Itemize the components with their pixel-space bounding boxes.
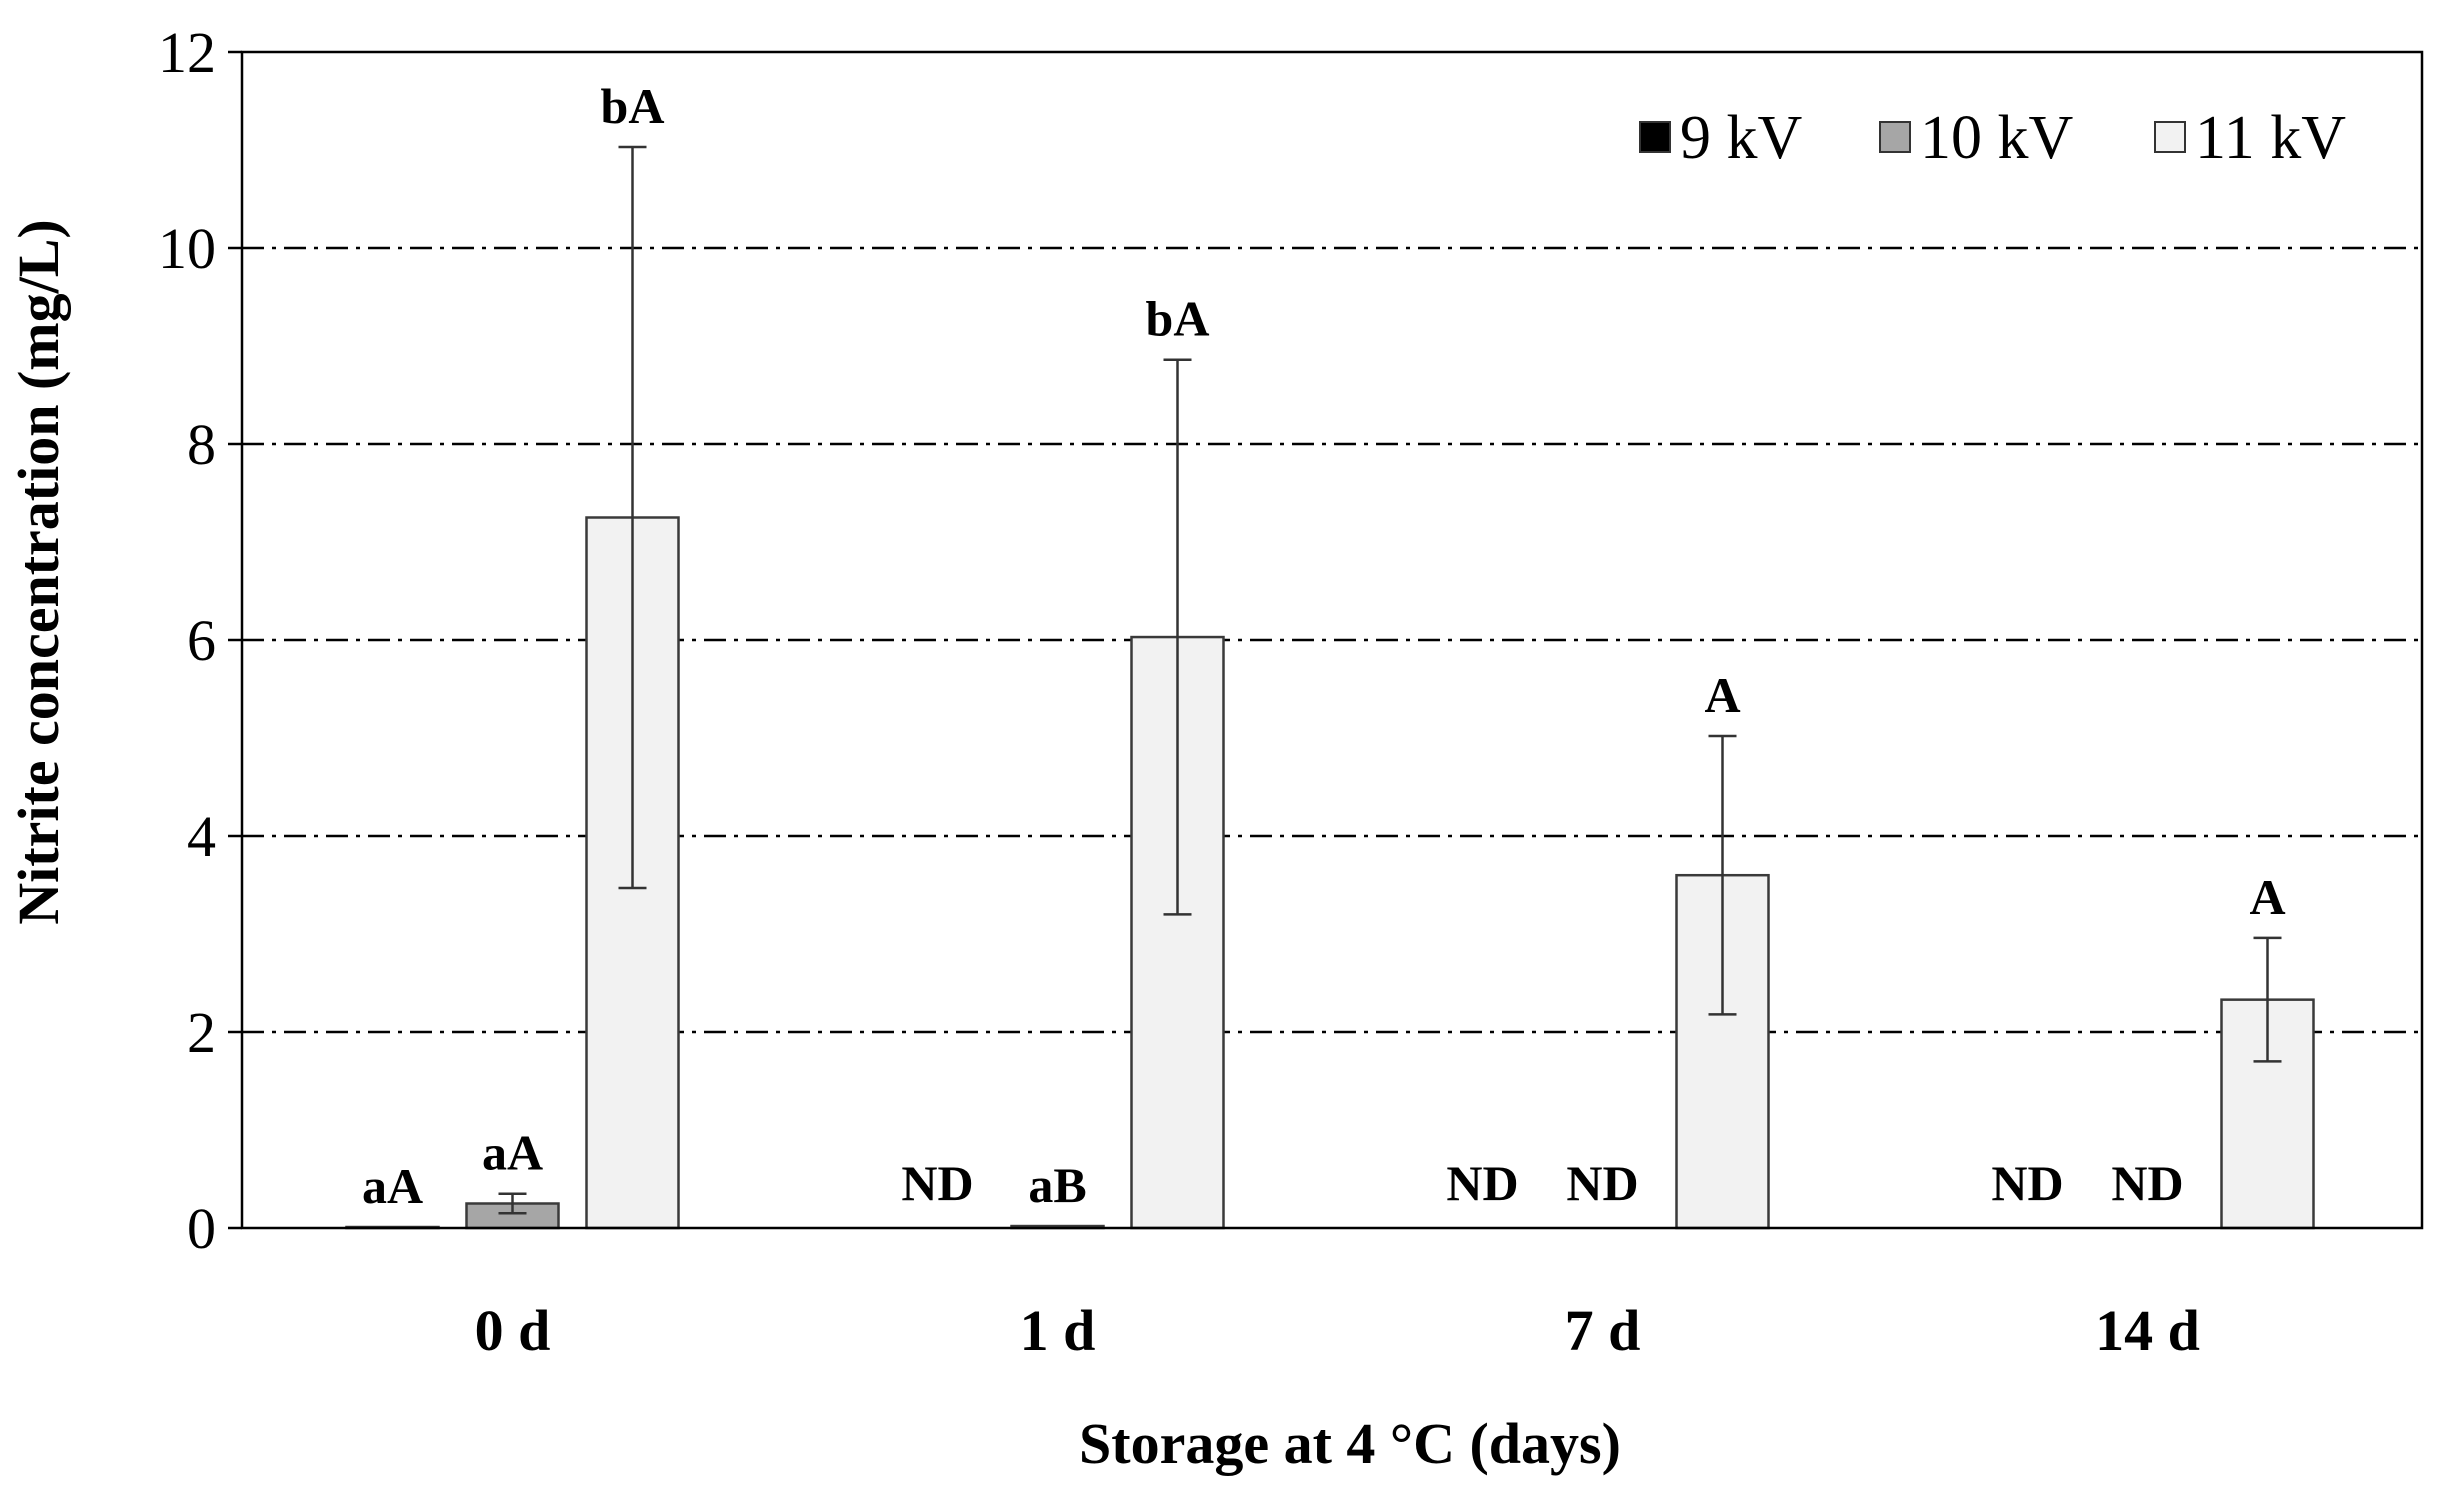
x-tick-label: 1 d: [1020, 1298, 1096, 1363]
x-axis-title: Storage at 4 °C (days): [1079, 1411, 1621, 1476]
y-tick-label: 0: [187, 1196, 216, 1261]
data-label: ND: [1991, 1155, 2063, 1211]
x-tick-label: 0 d: [475, 1298, 551, 1363]
data-label: aA: [362, 1158, 423, 1214]
data-label: ND: [901, 1155, 973, 1211]
legend-swatch: [1879, 121, 1911, 153]
y-tick-label: 12: [158, 20, 216, 85]
y-tick-label: 4: [187, 804, 216, 869]
legend-swatch: [2154, 121, 2186, 153]
data-label: aB: [1028, 1157, 1086, 1213]
data-label: A: [2249, 869, 2285, 925]
data-label: bA: [601, 78, 665, 134]
axes: [228, 50, 2424, 1230]
y-tick-label: 6: [187, 608, 216, 673]
y-tick-label: 2: [187, 1000, 216, 1065]
data-label: ND: [2111, 1155, 2183, 1211]
data-label: A: [1704, 667, 1740, 723]
y-tick-label: 8: [187, 412, 216, 477]
data-label: ND: [1446, 1155, 1518, 1211]
legend-label: 10 kV: [1920, 104, 2074, 172]
legend-label: 11 kV: [2195, 104, 2346, 172]
data-label: bA: [1146, 291, 1210, 347]
legend: 9 kV 10 kV 11 kV: [1639, 104, 2346, 172]
gridlines: [242, 246, 2422, 1034]
labels: 0 2 4 6 8 10 12 aA ND ND ND aA aB ND ND bA bA A A 0 d 1 d 7 d…: [158, 20, 2286, 1363]
bars: [345, 145, 2315, 1230]
legend-swatch: [1639, 121, 1671, 153]
x-tick-label: 7 d: [1565, 1298, 1641, 1363]
y-axis-title: Nitrite concentration (mg/L): [6, 219, 71, 924]
y-tick-label: 10: [158, 216, 216, 281]
x-tick-label: 14 d: [2095, 1298, 2200, 1363]
data-label: aA: [482, 1125, 543, 1181]
plot-frame: [240, 50, 2424, 1230]
data-label: ND: [1566, 1155, 1638, 1211]
legend-label: 9 kV: [1680, 104, 1803, 172]
